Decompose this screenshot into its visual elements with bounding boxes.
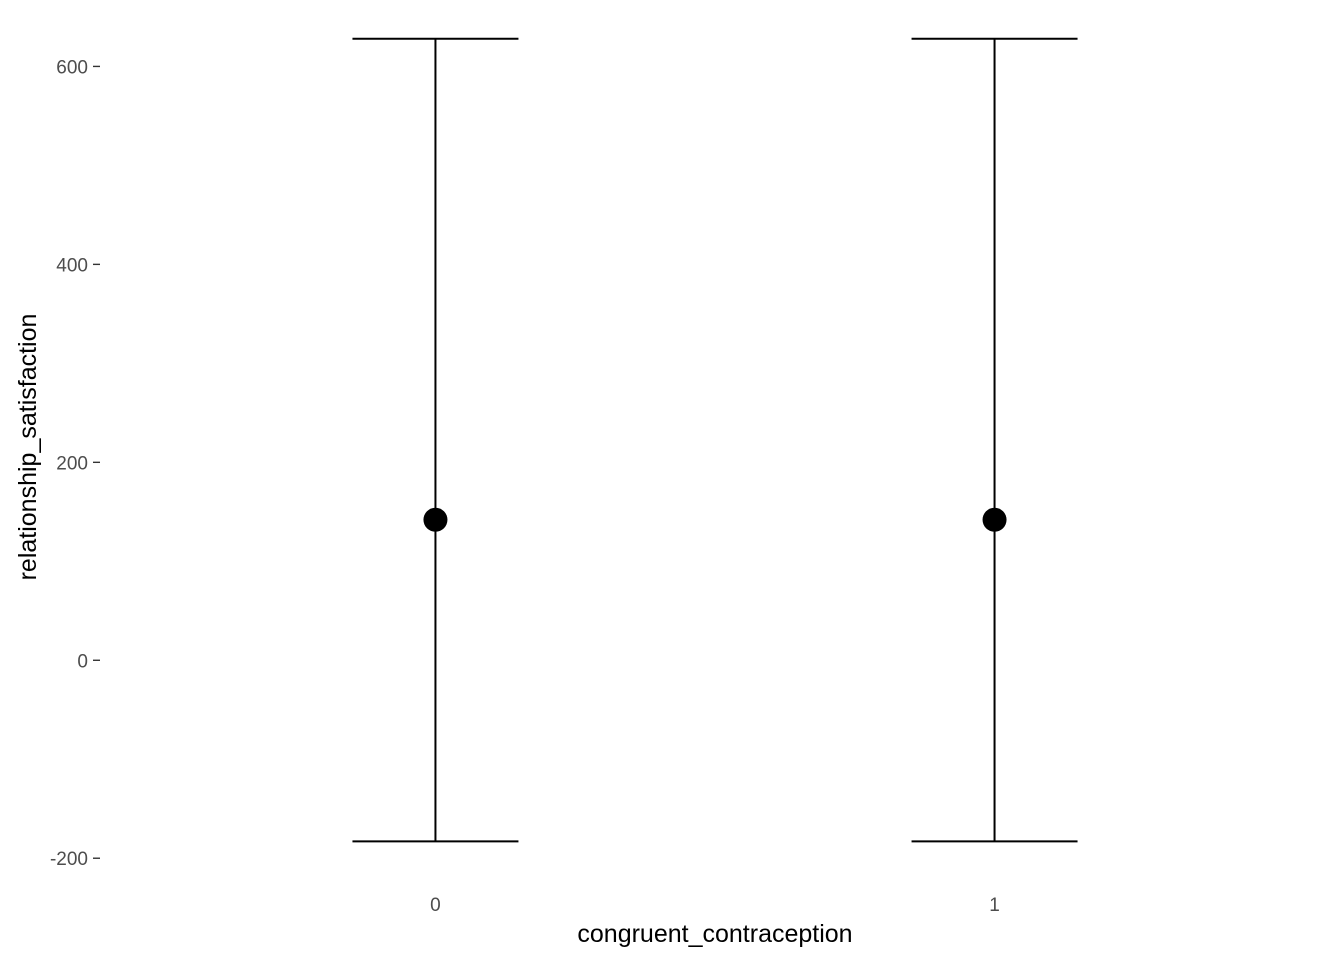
y-tick-label: 200 (56, 453, 88, 474)
y-axis-title: relationship_satisfaction (14, 314, 42, 581)
y-axis: -200 0 200 400 600 (50, 57, 100, 870)
plot-marks (352, 37, 1078, 843)
x-axis-title: congruent_contraception (577, 920, 852, 948)
y-tick-label: 600 (56, 57, 88, 78)
y-tick-label: 0 (77, 651, 88, 672)
y-tick-label: 400 (56, 255, 88, 276)
y-tick-label: -200 (50, 849, 88, 870)
data-point (982, 507, 1007, 532)
x-tick-label: 0 (430, 895, 441, 916)
data-point (423, 507, 448, 532)
x-tick-label: 1 (989, 895, 1000, 916)
